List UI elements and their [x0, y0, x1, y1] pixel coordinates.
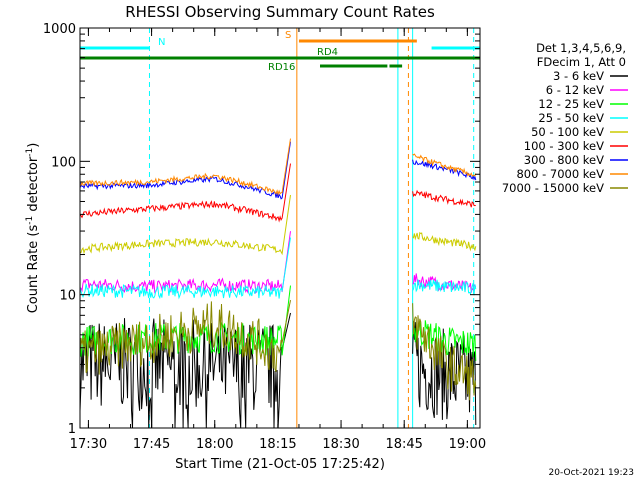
x-tick-label-4: 18:30: [322, 437, 359, 452]
y-tick-label-0: 1: [68, 422, 76, 437]
legend-label-0: 3 - 6 keV: [553, 69, 604, 83]
x-tick-label-6: 19:00: [449, 437, 486, 452]
x-axis-label: Start Time (21-Oct-05 17:25:42): [175, 457, 385, 472]
series-3-pre-line: [79, 237, 291, 300]
x-tick-label-2: 18:00: [196, 437, 233, 452]
y-tick-label-3: 1000: [43, 22, 76, 37]
plot-frame: [79, 27, 481, 429]
series-7-pre-line: [79, 138, 291, 196]
x-tick-label-0: 17:30: [70, 437, 107, 452]
series-4-post-line: [412, 231, 477, 252]
series-5: [79, 163, 476, 223]
chart-title: RHESSI Observing Summary Count Rates: [125, 3, 435, 21]
y-tick-label-1: 10: [59, 289, 76, 304]
flag-bars: N S RD4 RD16: [80, 30, 480, 73]
legend-label-2: 12 - 25 keV: [538, 97, 604, 111]
series-8: [79, 300, 477, 401]
flag-label-3: RD16: [268, 62, 295, 73]
legend-label-3: 25 - 50 keV: [538, 111, 604, 125]
legend-label-5: 100 - 300 keV: [524, 139, 604, 153]
series-5-pre-line: [79, 163, 291, 223]
series-8-post-line: [412, 303, 477, 401]
flag-label-0: N: [158, 37, 165, 48]
axis-ticks: 17:30 17:45 18:00 18:15 18:30 18:45 19:00 1 10 10…: [43, 22, 486, 452]
series-5-post-line: [412, 189, 476, 208]
y-tick-label-2: 100: [51, 155, 76, 170]
series-6-post-line: [412, 159, 477, 181]
x-tick-label-1: 17:45: [133, 437, 170, 452]
y-axis-label: Count Rate (s-1 detector-1): [25, 143, 41, 314]
series-7: [79, 138, 477, 196]
legend-label-6: 300 - 800 keV: [524, 153, 604, 167]
series-6-pre-line: [79, 141, 291, 200]
flag-label-1: S: [285, 30, 291, 41]
legend-header-1: FDecim 1, Att 0: [537, 55, 626, 69]
series-lines: [79, 138, 477, 429]
legend-label-4: 50 - 100 keV: [531, 125, 604, 139]
series-0-post-line: [412, 321, 477, 426]
legend-label-7: 800 - 7000 keV: [516, 167, 604, 181]
series-7-post-line: [412, 153, 477, 177]
vertical-markers: [79, 28, 475, 428]
series-3-post-line: [412, 279, 477, 296]
y-label-sup-1: -1: [25, 216, 35, 225]
series-2-post-line: [412, 320, 477, 361]
flag-label-2: RD4: [317, 47, 338, 58]
legend-label-8: 7000 - 15000 keV: [502, 181, 604, 195]
series-1-pre-line: [79, 231, 291, 294]
x-tick-label-5: 18:45: [385, 437, 422, 452]
series-6: [79, 141, 477, 200]
series-8-pre-line: [79, 300, 291, 375]
y-label-mid: detector: [26, 156, 41, 216]
y-label-main: Count Rate (s: [26, 225, 41, 314]
x-tick-label-3: 18:15: [259, 437, 296, 452]
legend-header-0: Det 1,3,4,5,6,9,: [536, 41, 626, 55]
y-label-sup-2: -1: [25, 148, 35, 157]
legend: Det 1,3,4,5,6,9,FDecim 1, Att 03 - 6 keV…: [502, 41, 628, 195]
series-1: [79, 231, 477, 294]
series-4: [80, 194, 477, 256]
series-3: [79, 237, 477, 300]
timestamp: 20-Oct-2021 19:23: [549, 468, 634, 478]
legend-label-1: 6 - 12 keV: [546, 83, 604, 97]
y-label-end: ): [26, 143, 41, 148]
series-4-pre-line: [80, 194, 291, 256]
